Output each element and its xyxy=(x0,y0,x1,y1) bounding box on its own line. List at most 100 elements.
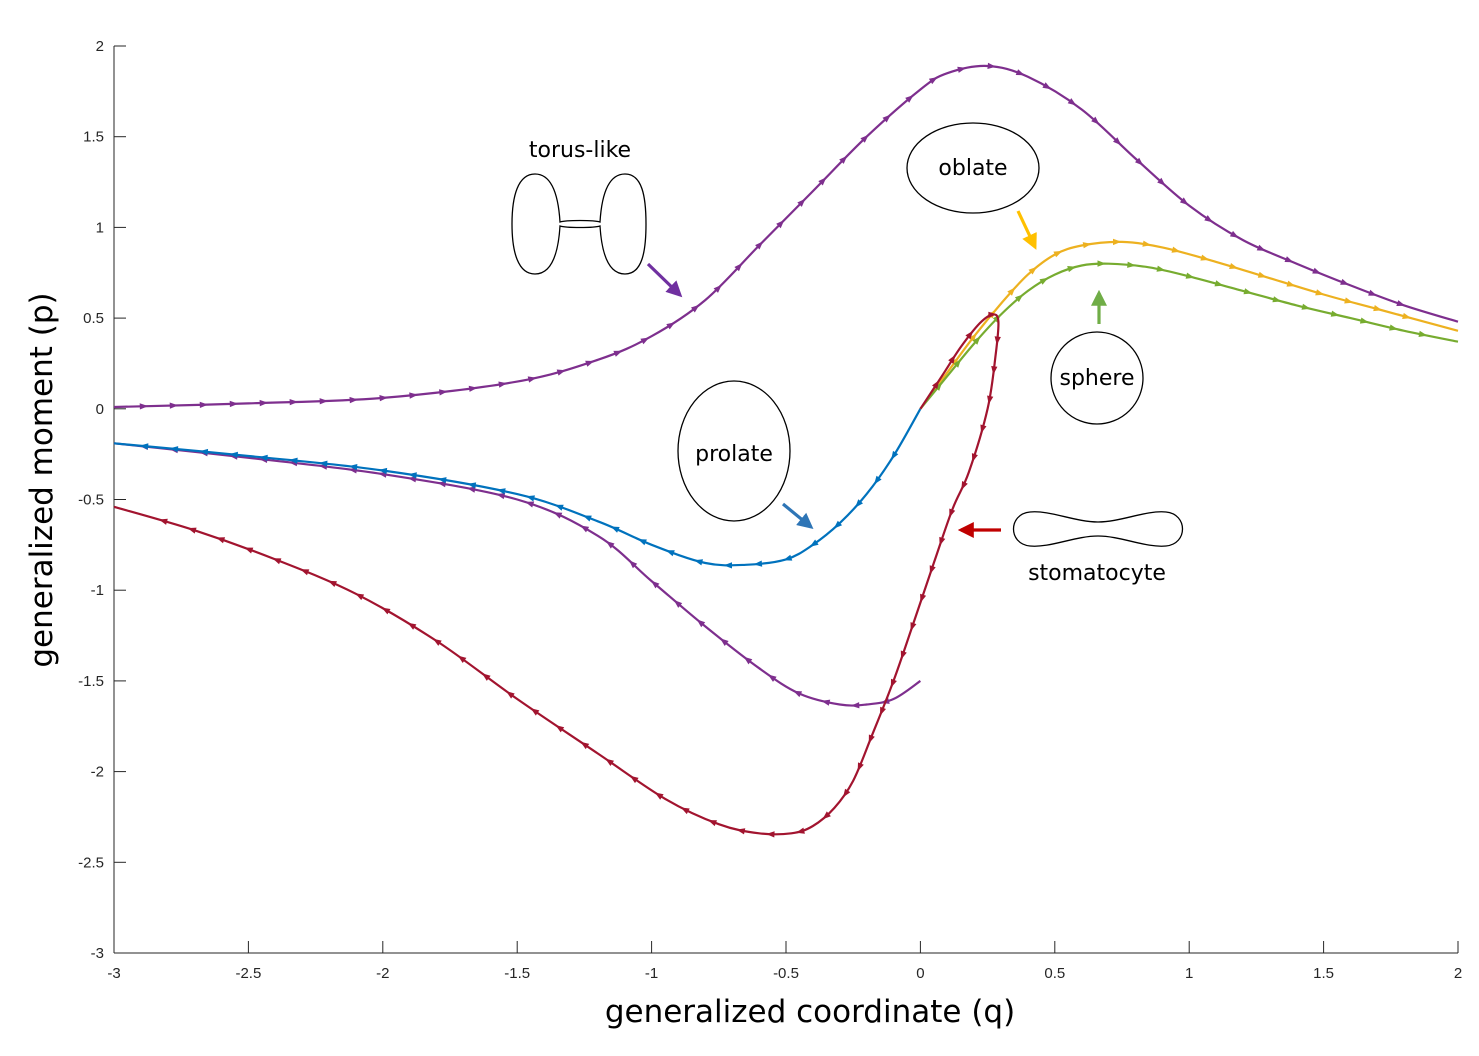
direction-arrowhead xyxy=(318,460,328,467)
direction-arrowhead xyxy=(910,622,917,632)
axes xyxy=(113,46,1458,954)
y-tick-label: 1.5 xyxy=(83,129,104,146)
direction-arrowhead xyxy=(437,477,447,484)
x-tick-label: 1 xyxy=(1185,965,1193,982)
x-tick-label: -1 xyxy=(645,965,658,982)
y-tick-label: -2.5 xyxy=(78,854,104,871)
direction-arrowhead xyxy=(987,395,994,405)
direction-arrowhead xyxy=(605,758,614,766)
direction-arrowhead xyxy=(229,400,239,408)
y-tick-label: -3 xyxy=(91,945,104,962)
direction-arrowhead xyxy=(1359,317,1369,324)
direction-arrowhead xyxy=(379,395,388,402)
direction-arrowhead xyxy=(734,263,743,272)
direction-arrowhead xyxy=(880,706,886,716)
direction-arrowhead xyxy=(433,638,442,646)
direction-arrowhead xyxy=(244,547,254,554)
x-ticks: -3 -2.5 -2 -1.5 -1 -0.5 0 0.5 1 1.5 2 xyxy=(107,941,1462,982)
direction-arrowhead xyxy=(1315,289,1325,296)
prolate-shape-icon xyxy=(677,380,791,522)
direction-arrowhead xyxy=(355,593,365,601)
direction-arrowhead xyxy=(1286,280,1296,287)
direction-arrowhead xyxy=(968,333,977,342)
direction-arrowhead xyxy=(1243,288,1253,295)
direction-arrowhead xyxy=(582,515,592,522)
direction-arrowhead xyxy=(691,304,700,313)
x-tick-label: -3 xyxy=(107,965,120,982)
series-line xyxy=(113,408,922,567)
x-tick-label: 0 xyxy=(916,965,924,982)
direction-arrowhead xyxy=(409,392,418,399)
direction-arrowhead xyxy=(496,493,506,500)
direction-arrowhead xyxy=(1402,312,1412,319)
direction-arrowhead xyxy=(1113,137,1122,146)
direction-arrowhead xyxy=(378,467,388,475)
direction-arrowhead xyxy=(1014,294,1024,303)
direction-arrowhead xyxy=(994,336,1001,345)
direction-arrowhead xyxy=(467,482,477,489)
direction-arrowhead xyxy=(939,536,946,546)
direction-arrowhead xyxy=(328,580,337,587)
series-layer xyxy=(113,62,1459,838)
direction-arrowhead xyxy=(506,691,515,699)
x-tick-label: 1.5 xyxy=(1313,965,1334,982)
series-line xyxy=(113,442,922,707)
direction-arrowhead xyxy=(971,453,978,463)
direction-arrowhead xyxy=(216,537,226,544)
x-axis-title: generalized coordinate (q) xyxy=(605,994,1015,1030)
annotation-sphere: sphere xyxy=(1050,289,1144,425)
direction-arrowhead xyxy=(891,450,899,460)
x-tick-label: 0.5 xyxy=(1044,965,1065,982)
direction-arrowhead xyxy=(694,559,703,566)
direction-arrowhead xyxy=(833,520,843,529)
direction-arrowhead xyxy=(743,656,753,665)
direction-arrowhead xyxy=(1135,157,1144,166)
series-line xyxy=(113,313,1000,836)
y-tick-label: -0.5 xyxy=(78,492,104,509)
direction-arrowhead xyxy=(1284,256,1294,263)
direction-arrowhead xyxy=(1042,82,1052,90)
direction-arrowhead xyxy=(673,600,683,608)
direction-arrowhead xyxy=(929,565,936,575)
x-tick-label: -2.5 xyxy=(235,965,261,982)
y-tick-label: -1.5 xyxy=(78,673,104,690)
direction-arrowhead xyxy=(961,481,968,490)
direction-arrowhead xyxy=(1396,300,1406,306)
direction-arrowhead xyxy=(797,198,806,207)
direction-arrowhead xyxy=(965,330,974,340)
direction-arrowhead xyxy=(1229,263,1239,269)
direction-arrowhead xyxy=(857,762,864,772)
direction-arrowhead xyxy=(850,702,860,709)
x-tick-label: -0.5 xyxy=(773,965,799,982)
direction-arrowhead xyxy=(1179,197,1189,206)
direction-arrowhead xyxy=(720,638,729,646)
direction-arrowhead xyxy=(809,539,819,547)
direction-arrowhead xyxy=(439,389,448,396)
y-tick-label: 1 xyxy=(96,219,104,236)
direction-arrowhead xyxy=(158,518,168,525)
direction-arrowhead xyxy=(1156,265,1166,272)
direction-arrowhead xyxy=(905,95,914,103)
direction-arrowhead xyxy=(1301,303,1311,310)
oblate-shape-icon xyxy=(906,122,1040,214)
direction-arrowhead xyxy=(753,560,763,567)
torus-like-shape-icon xyxy=(511,173,647,275)
direction-arrowhead xyxy=(1067,98,1077,106)
direction-arrowhead xyxy=(1007,287,1016,296)
direction-arrowhead xyxy=(980,424,987,434)
direction-arrowhead xyxy=(654,792,664,800)
direction-arrowhead xyxy=(169,402,179,409)
direction-arrowhead xyxy=(839,155,848,164)
stomatocyte-shape-icon xyxy=(1013,511,1183,547)
direction-arrowhead xyxy=(199,401,209,408)
direction-arrowhead xyxy=(708,820,717,827)
direction-arrowhead xyxy=(1344,297,1354,304)
direction-arrowhead xyxy=(1039,277,1049,285)
direction-arrowhead xyxy=(1312,267,1322,274)
direction-arrowhead xyxy=(1204,215,1213,223)
direction-arrowhead xyxy=(665,550,675,557)
direction-arrowhead xyxy=(818,177,827,186)
direction-arrowhead xyxy=(407,622,417,630)
direction-arrowhead xyxy=(767,674,777,682)
